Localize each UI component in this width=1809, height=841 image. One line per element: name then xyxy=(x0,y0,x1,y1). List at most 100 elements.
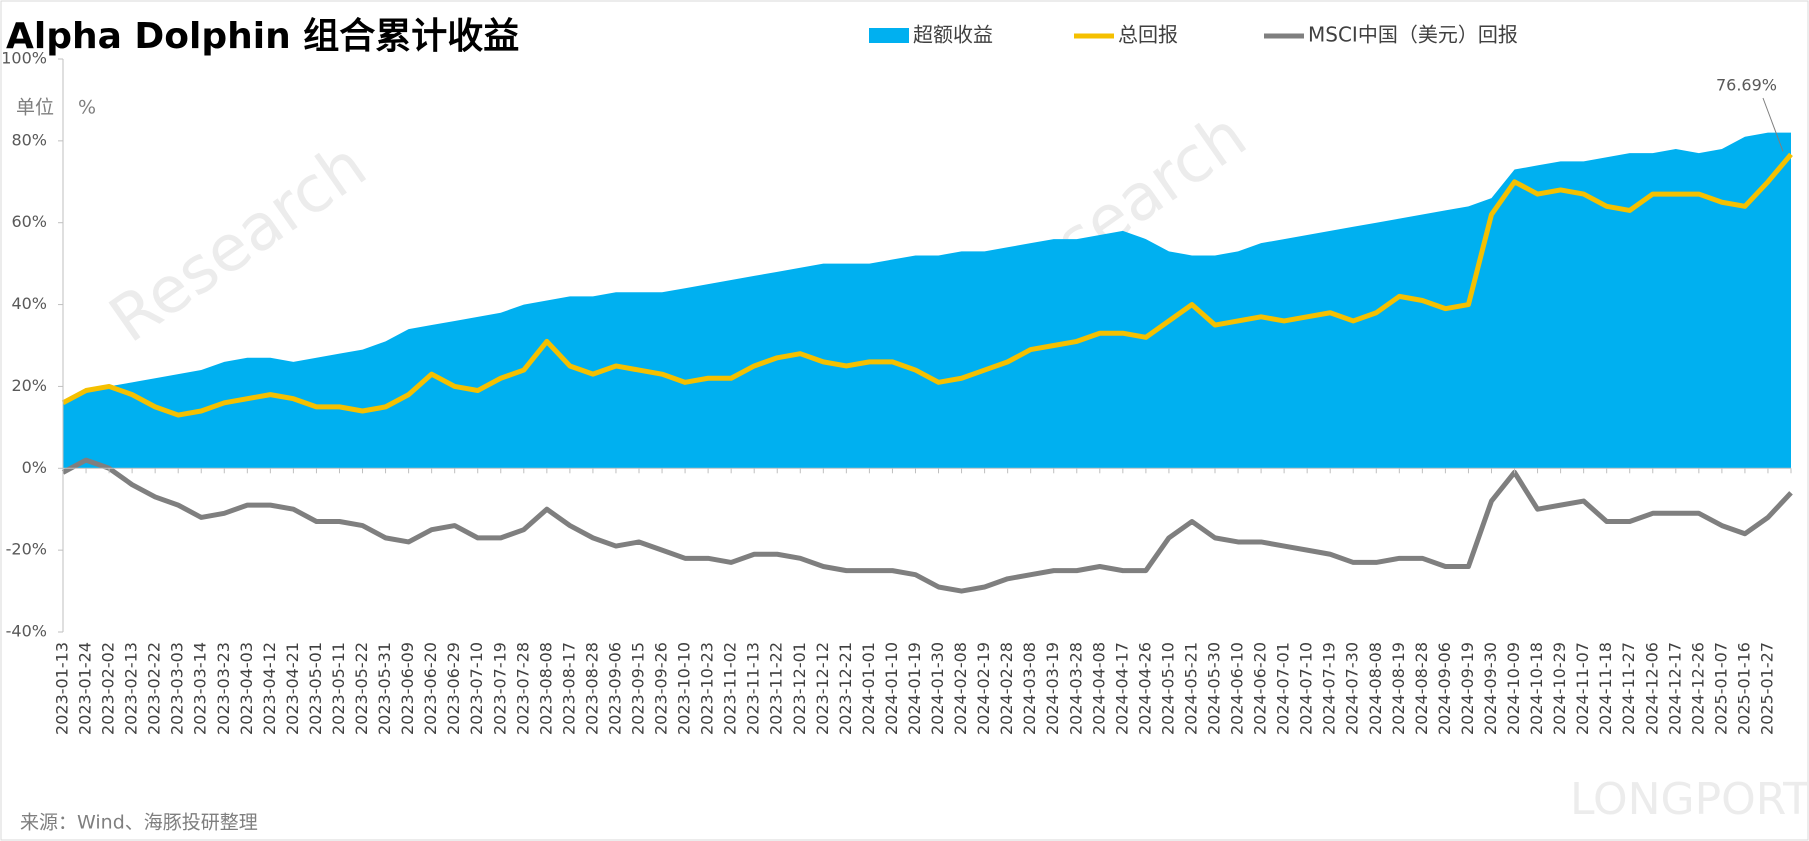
y-tick-label: 40% xyxy=(11,294,47,313)
legend-label: MSCI中国（美元）回报 xyxy=(1308,23,1518,47)
x-tick-label: 2023-02-02 xyxy=(99,642,118,735)
x-tick-label: 2023-05-01 xyxy=(306,642,325,735)
x-tick-label: 2024-10-09 xyxy=(1504,642,1523,735)
y-tick-label: 0% xyxy=(22,458,47,477)
x-tick-label: 2024-01-30 xyxy=(928,642,947,735)
x-tick-label: 2023-09-15 xyxy=(629,642,648,735)
x-tick-label: 2024-06-20 xyxy=(1251,642,1270,735)
x-tick-label: 2023-04-12 xyxy=(260,642,279,735)
x-tick-label: 2024-05-21 xyxy=(1181,642,1200,735)
x-tick-label: 2023-03-23 xyxy=(214,642,233,735)
area xyxy=(63,132,1791,469)
x-tick-label: 2024-01-01 xyxy=(859,642,878,735)
line xyxy=(61,457,1793,594)
y-tick-label: 60% xyxy=(11,212,47,231)
x-tick-label: 2023-05-31 xyxy=(375,642,394,735)
x-tick-label: 2024-05-10 xyxy=(1158,642,1177,735)
x-tick-label: 2023-04-03 xyxy=(237,642,256,735)
x-tick-label: 2024-09-06 xyxy=(1435,642,1454,735)
chart-title: Alpha Dolphin 组合累计收益 xyxy=(6,16,519,57)
x-tick-label: 2024-07-19 xyxy=(1320,642,1339,735)
x-tick-label: 2025-01-27 xyxy=(1757,642,1776,735)
x-tick-label: 2024-08-08 xyxy=(1366,642,1385,735)
x-tick-label: 2024-01-10 xyxy=(882,642,901,735)
x-tick-label: 2024-09-19 xyxy=(1458,642,1477,735)
legend-label: 超额收益 xyxy=(913,23,993,47)
x-tick-label: 2023-08-08 xyxy=(536,642,555,735)
x-tick-label: 2023-10-23 xyxy=(698,642,717,735)
x-tick-label: 2023-06-29 xyxy=(444,642,463,735)
x-tick-label: 2024-08-19 xyxy=(1389,642,1408,735)
x-tick-label: 2024-07-30 xyxy=(1343,642,1362,735)
unit: % xyxy=(78,97,96,119)
y-tick-label: 20% xyxy=(11,376,47,395)
watermark: LONGPORT xyxy=(1570,774,1809,825)
x-tick-label: 2024-02-28 xyxy=(997,642,1016,735)
x-tick-label: 2024-04-17 xyxy=(1112,642,1131,735)
x-tick-label: 2024-07-10 xyxy=(1297,642,1316,735)
source: 来源：Wind、海豚投研整理 xyxy=(20,812,258,834)
x-tick-label: 2023-02-13 xyxy=(122,642,141,735)
x-tick-label: 2023-07-28 xyxy=(513,642,532,735)
legend-label: 总回报 xyxy=(1118,23,1178,47)
x-tick-label: 2024-03-28 xyxy=(1066,642,1085,735)
x-tick-label: 2023-01-13 xyxy=(53,642,72,735)
x-tick-label: 2025-01-07 xyxy=(1711,642,1730,735)
x-tick-label: 2023-11-02 xyxy=(721,642,740,735)
x-tick-label: 2023-09-06 xyxy=(605,642,624,735)
x-tick-label: 2023-03-14 xyxy=(191,642,210,735)
x-tick-label: 2024-11-27 xyxy=(1619,642,1638,735)
x-tick-label: 2023-01-24 xyxy=(76,642,95,735)
x-tick-label: 2024-02-08 xyxy=(951,642,970,735)
x-tick-label: 2023-11-13 xyxy=(744,642,763,735)
x-tick-label: 2023-08-17 xyxy=(559,642,578,735)
x-tick-label: 2023-12-21 xyxy=(836,642,855,735)
x-tick-label: 2023-08-28 xyxy=(582,642,601,735)
line xyxy=(61,152,1793,418)
x-tick-label: 2025-01-16 xyxy=(1734,642,1753,735)
unit-label: 单位 xyxy=(16,97,54,119)
x-tick-label: 2023-05-11 xyxy=(329,642,348,735)
x-tick-label: 2024-01-19 xyxy=(905,642,924,735)
x-tick-label: 2023-09-26 xyxy=(652,642,671,735)
x-tick-label: 2024-08-28 xyxy=(1412,642,1431,735)
x-tick-label: 2024-05-30 xyxy=(1205,642,1224,735)
leader-line xyxy=(1762,97,1784,152)
x-tick-label: 2024-06-10 xyxy=(1228,642,1247,735)
x-tick-label: 2023-07-10 xyxy=(467,642,486,735)
x-tick-label: 2024-02-19 xyxy=(974,642,993,735)
x-tick-label: 2024-04-08 xyxy=(1089,642,1108,735)
x-tick-label: 2023-03-03 xyxy=(168,642,187,735)
legend-swatch xyxy=(869,28,909,43)
x-tick-label: 2024-03-19 xyxy=(1043,642,1062,735)
x-tick-label: 2023-05-22 xyxy=(352,642,371,735)
y-tick-label: 100% xyxy=(1,49,47,68)
y-tick-label: -40% xyxy=(6,622,47,641)
data-label: 76.69% xyxy=(1716,76,1777,95)
x-tick-label: 2023-04-21 xyxy=(283,642,302,735)
x-tick-label: 2023-06-20 xyxy=(421,642,440,735)
x-tick-label: 2024-12-26 xyxy=(1688,642,1707,735)
x-tick-label: 2024-04-26 xyxy=(1135,642,1154,735)
x-tick-label: 2023-10-10 xyxy=(675,642,694,735)
x-tick-label: 2023-11-22 xyxy=(767,642,786,735)
x-tick-label: 2024-11-07 xyxy=(1573,642,1592,735)
x-tick-label: 2024-03-08 xyxy=(1020,642,1039,735)
x-tick-label: 2023-12-01 xyxy=(790,642,809,735)
x-tick-label: 2024-10-29 xyxy=(1550,642,1569,735)
watermark: Research xyxy=(97,129,380,358)
y-tick-label: 80% xyxy=(11,130,47,149)
x-tick-label: 2024-12-17 xyxy=(1665,642,1684,735)
x-tick-label: 2023-07-19 xyxy=(490,642,509,735)
x-tick-label: 2024-11-18 xyxy=(1596,642,1615,735)
x-tick-label: 2023-12-12 xyxy=(813,642,832,735)
x-tick-label: 2024-07-01 xyxy=(1274,642,1293,735)
x-tick-label: 2024-12-06 xyxy=(1642,642,1661,735)
x-tick-label: 2023-02-22 xyxy=(145,642,164,735)
x-tick-label: 2024-09-30 xyxy=(1481,642,1500,735)
x-tick-label: 2024-10-18 xyxy=(1527,642,1546,735)
x-tick-label: 2023-06-09 xyxy=(398,642,417,735)
